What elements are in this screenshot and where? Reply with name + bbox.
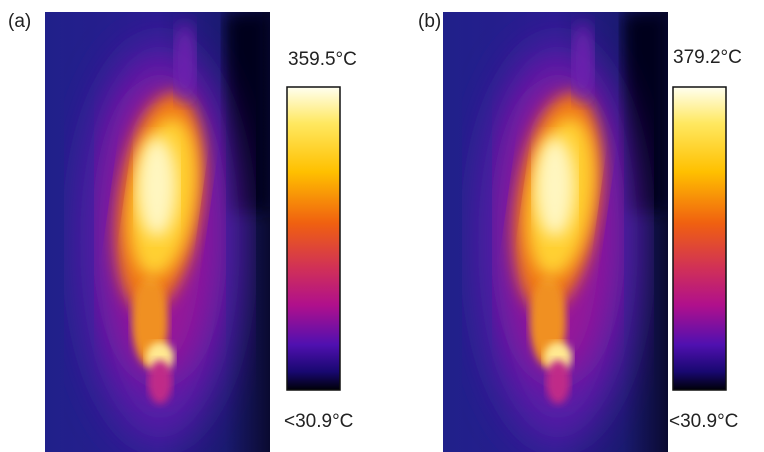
panel-label: (a)	[8, 11, 31, 32]
colorbar	[286, 86, 341, 391]
colorbar-min: <30.9°C	[669, 411, 738, 432]
colorbar-max: 359.5°C	[288, 49, 357, 70]
colorbar-max: 379.2°C	[673, 47, 742, 68]
colorbar-min: <30.9°C	[284, 411, 353, 432]
thermal-image	[443, 12, 668, 452]
panel-label: (b)	[418, 11, 441, 32]
colorbar	[672, 86, 727, 391]
thermal-image	[45, 12, 270, 452]
